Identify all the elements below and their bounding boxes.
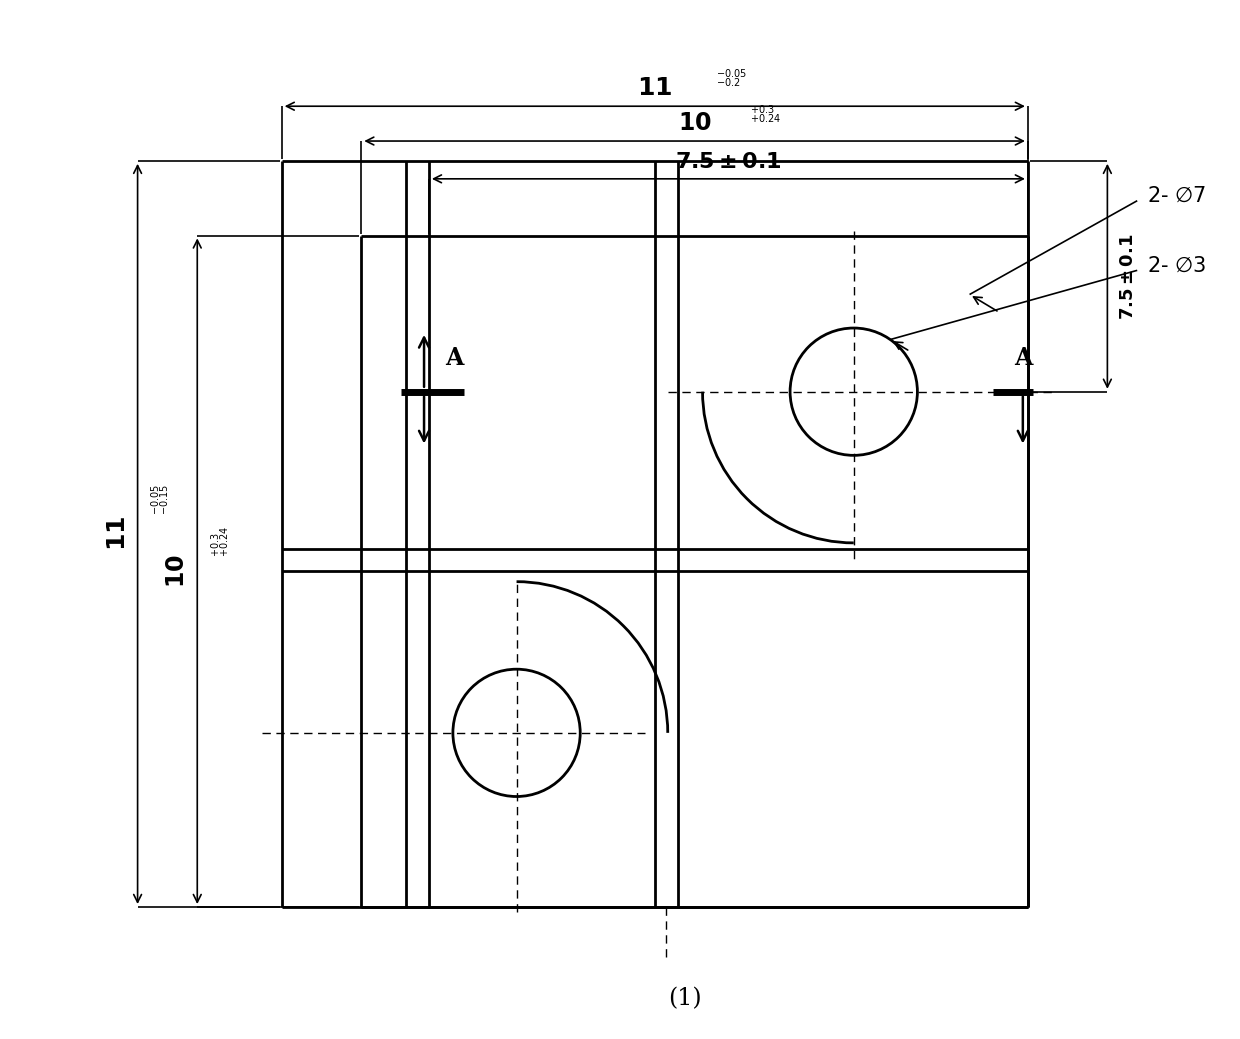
Text: $\mathbf{11}$: $\mathbf{11}$: [107, 516, 130, 552]
Text: $^{+0.3}_{+0.24}$: $^{+0.3}_{+0.24}$: [210, 526, 232, 557]
Text: $2\text{-}\ \varnothing 3$: $2\text{-}\ \varnothing 3$: [1147, 256, 1207, 275]
Text: $\mathbf{7.5 \pm 0.1}$: $\mathbf{7.5 \pm 0.1}$: [1120, 233, 1137, 320]
Text: $^{-0.05}_{-0.2}$: $^{-0.05}_{-0.2}$: [717, 68, 748, 89]
Text: $^{-0.05}_{-0.15}$: $^{-0.05}_{-0.15}$: [150, 483, 172, 514]
Text: $^{+0.3}_{+0.24}$: $^{+0.3}_{+0.24}$: [750, 104, 781, 127]
Text: $2\text{-}\ \varnothing 7$: $2\text{-}\ \varnothing 7$: [1147, 186, 1207, 206]
Text: $\mathbf{11}$: $\mathbf{11}$: [637, 77, 672, 100]
Text: $\mathbf{7.5 \pm 0.1}$: $\mathbf{7.5 \pm 0.1}$: [675, 151, 781, 172]
Text: $\mathbf{10}$: $\mathbf{10}$: [166, 555, 190, 588]
Text: (1): (1): [668, 987, 702, 1010]
Text: A: A: [445, 346, 463, 370]
Text: $\mathbf{10}$: $\mathbf{10}$: [678, 112, 712, 135]
Text: A: A: [1013, 346, 1032, 370]
